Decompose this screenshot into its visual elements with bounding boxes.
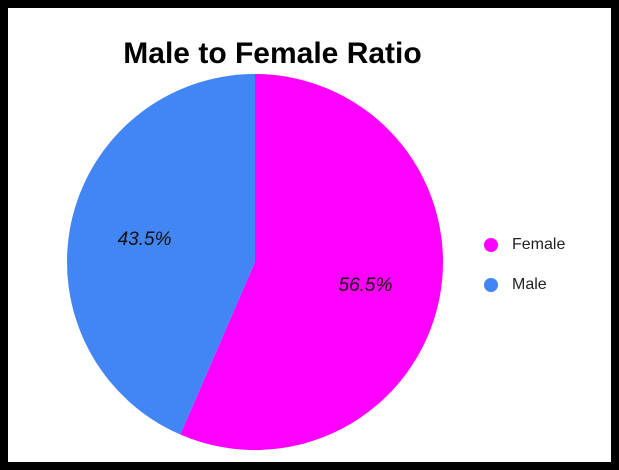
chart-title: Male to Female Ratio [123, 37, 422, 70]
legend-label-male: Male [512, 276, 547, 293]
slice-label-male: 43.5% [118, 229, 172, 250]
legend-swatch-female [484, 238, 498, 252]
legend: Female Male [484, 234, 565, 314]
legend-label-female: Female [512, 236, 566, 253]
pie-slice-female [180, 74, 444, 451]
legend-item-male: Male [484, 274, 565, 296]
slice-label-female: 56.5% [339, 275, 393, 296]
legend-item-female: Female [484, 234, 565, 256]
legend-swatch-male [484, 278, 498, 292]
pie-slice-male [67, 74, 256, 435]
